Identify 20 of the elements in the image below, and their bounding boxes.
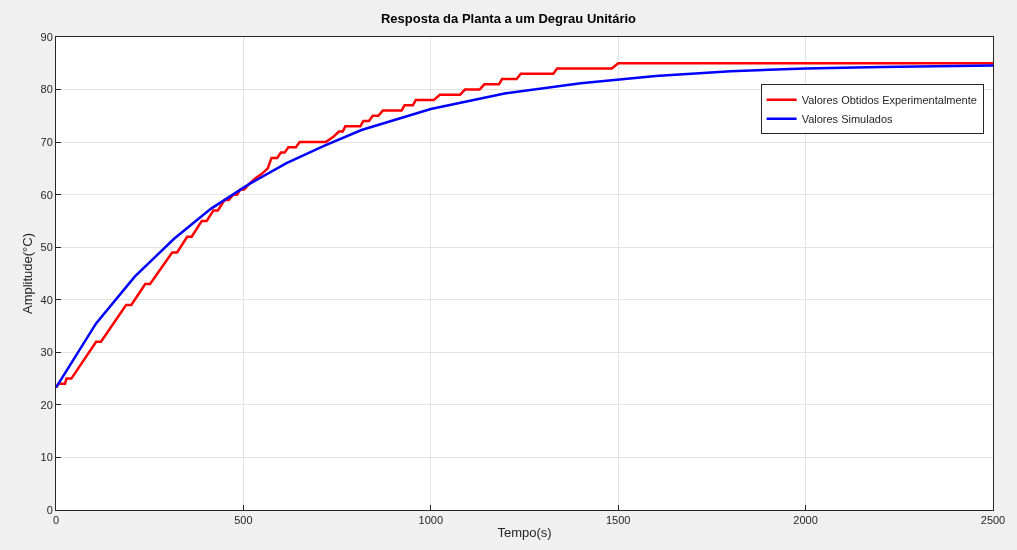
y-tick-label: 70 — [40, 135, 53, 148]
y-tick-label: 50 — [40, 241, 53, 254]
y-tick-label: 60 — [40, 188, 53, 201]
legend-label: Valores Simulados — [801, 113, 894, 126]
x-axis-title: Tempo(s) — [497, 524, 552, 540]
x-tick-label: 2000 — [793, 514, 818, 527]
legend-label: Valores Obtidos Experimentalmente — [801, 94, 977, 107]
y-tick-label: 0 — [46, 503, 53, 516]
y-axis-title: Amplitude(°C) — [20, 232, 36, 315]
x-tick-label: 1000 — [418, 514, 444, 527]
y-tick-label: 20 — [40, 398, 53, 411]
y-tick-label: 90 — [40, 30, 53, 43]
x-tick-label: 1500 — [605, 514, 631, 527]
y-tick-label: 80 — [40, 83, 53, 96]
chart-title: Resposta da Planta a um Degrau Unitário — [380, 10, 637, 26]
x-tick-label: 500 — [234, 514, 253, 527]
y-tick-label: 30 — [40, 346, 53, 359]
x-tick-label: 2500 — [980, 514, 1006, 527]
y-tick-label: 10 — [40, 451, 53, 464]
y-tick-label: 40 — [40, 293, 53, 306]
